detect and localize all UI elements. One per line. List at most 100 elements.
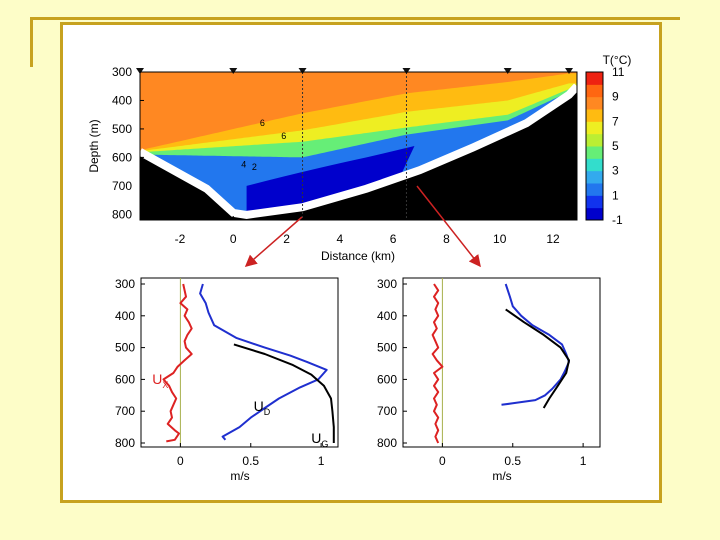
right-profile-xlabel: m/s <box>492 469 511 483</box>
section-x-tick-label: 8 <box>443 232 450 246</box>
arrow-to-left-profile <box>244 216 303 267</box>
p2-y-tick-label: 500 <box>115 341 135 355</box>
right-profile-y-ticks: 300 400 500 600 700 800 <box>377 277 407 450</box>
left-profile-y-ticks: 300 400 500 600 700 800 <box>115 277 145 450</box>
section-x-tick-label: -2 <box>175 232 186 246</box>
annotation-ud: UD <box>254 398 271 417</box>
contour-label-3: 4 <box>241 160 246 170</box>
colorbar-swatch-10 <box>586 96 603 110</box>
station-marker-6 <box>565 68 574 74</box>
section-ylabel: Depth (m) <box>87 119 101 172</box>
section-y-ticks: 300 400 500 600 700 800 <box>112 65 144 221</box>
p2-y-tick-label: 400 <box>115 309 135 323</box>
colorbar-swatch-12 <box>586 72 603 85</box>
arrow-to-right-profile <box>416 185 481 268</box>
colorbar-tick-label: 3 <box>612 164 619 178</box>
colorbar-tick-label: 1 <box>612 188 619 202</box>
p2-y-tick-label: 800 <box>115 436 135 450</box>
section-x-tick-label: 0 <box>230 232 237 246</box>
station-lines <box>302 72 407 220</box>
contour-label-1: 6 <box>260 118 265 128</box>
p2-y-tick-label: 300 <box>115 277 135 291</box>
section-x-tick-label: 4 <box>337 232 344 246</box>
section-y-tick-label: 300 <box>112 65 132 79</box>
p3-series-ux <box>431 283 444 444</box>
contour-label-2: 6 <box>281 131 286 141</box>
station-markers <box>136 68 574 74</box>
station-marker-5 <box>503 68 512 74</box>
decorative-left-rule <box>30 17 33 67</box>
right-profile-x-ticks: 0 0.5 1 <box>439 443 587 468</box>
contour-labels: 6 6 4 2 <box>241 118 286 172</box>
left-profile-annotations: UX UD UG <box>152 371 328 449</box>
station-marker-2 <box>229 68 238 74</box>
station-marker-4 <box>402 68 411 74</box>
colorbar-tick-label: 7 <box>612 114 619 128</box>
colorbar-swatch-6 <box>586 146 603 159</box>
section-x-tick-label: 2 <box>283 232 290 246</box>
left-profile-series <box>162 283 335 443</box>
station-marker-3 <box>298 68 307 74</box>
p3-x-tick-label: 1 <box>580 454 587 468</box>
section-x-tick-label: 12 <box>546 232 560 246</box>
p3-y-tick-label: 600 <box>377 372 397 386</box>
left-profile-x-ticks: 0 0.5 1 <box>177 443 325 468</box>
colorbar-swatch-3 <box>586 183 603 196</box>
p2-y-tick-label: 600 <box>115 372 135 386</box>
colorbar-swatch-1 <box>586 207 603 221</box>
p3-x-tick-label: 0 <box>439 454 446 468</box>
section-y-tick-label: 800 <box>112 207 132 221</box>
annotation-ug: UG <box>311 430 328 449</box>
section-xlabel: Distance (km) <box>321 249 395 263</box>
section-x-ticks: -2 0 2 4 6 8 10 12 <box>175 216 560 246</box>
colorbar-tick-label: -1 <box>612 213 623 227</box>
colorbar-swatch-5 <box>586 158 603 172</box>
p2-x-tick-label: 0 <box>177 454 184 468</box>
p2-series-ud <box>199 283 328 441</box>
colorbar: 11 9 7 5 3 1 -1 <box>585 65 625 227</box>
decorative-top-rule <box>30 17 680 20</box>
p3-y-tick-label: 400 <box>377 309 397 323</box>
station-marker-1 <box>136 68 144 74</box>
p2-series-ug <box>233 343 335 443</box>
left-profile-xlabel: m/s <box>230 469 249 483</box>
right-profile-axes-box <box>402 277 601 448</box>
section-y-tick-label: 500 <box>112 122 132 136</box>
section-y-tick-label: 400 <box>112 93 132 107</box>
p2-series-ux <box>162 283 193 443</box>
colorbar-tick-label: 5 <box>612 139 619 153</box>
section-x-tick-label: 10 <box>493 232 507 246</box>
p3-y-tick-label: 300 <box>377 277 397 291</box>
right-profile-series <box>431 283 570 444</box>
colorbar-swatch-2 <box>586 195 603 209</box>
colorbar-label: T(°C) <box>603 53 632 67</box>
p3-y-tick-label: 800 <box>377 436 397 450</box>
colorbar-swatch-9 <box>586 109 603 122</box>
p3-y-tick-label: 500 <box>377 341 397 355</box>
p3-x-tick-label: 0.5 <box>504 454 521 468</box>
section-x-tick-label: 6 <box>390 232 397 246</box>
section-y-tick-label: 600 <box>112 150 132 164</box>
colorbar-swatch-11 <box>586 84 603 98</box>
p2-x-tick-label: 0.5 <box>242 454 259 468</box>
left-profile-axes-box <box>140 277 339 448</box>
colorbar-tick-label: 11 <box>612 65 625 79</box>
colorbar-frame <box>585 71 604 221</box>
seafloor-white-edge <box>138 83 580 219</box>
colorbar-swatch-4 <box>586 170 603 184</box>
seafloor-shape <box>140 86 577 220</box>
colorbar-swatch-7 <box>586 133 603 147</box>
section-y-tick-label: 700 <box>112 179 132 193</box>
section-axes-box <box>139 71 578 221</box>
p3-y-tick-label: 700 <box>377 404 397 418</box>
p2-y-tick-label: 700 <box>115 404 135 418</box>
p3-series-ug <box>505 308 570 409</box>
annotation-ux: UX <box>152 371 168 390</box>
colorbar-swatch-8 <box>586 121 603 135</box>
contour-label-4: 2 <box>252 162 257 172</box>
p2-x-tick-label: 1 <box>318 454 325 468</box>
